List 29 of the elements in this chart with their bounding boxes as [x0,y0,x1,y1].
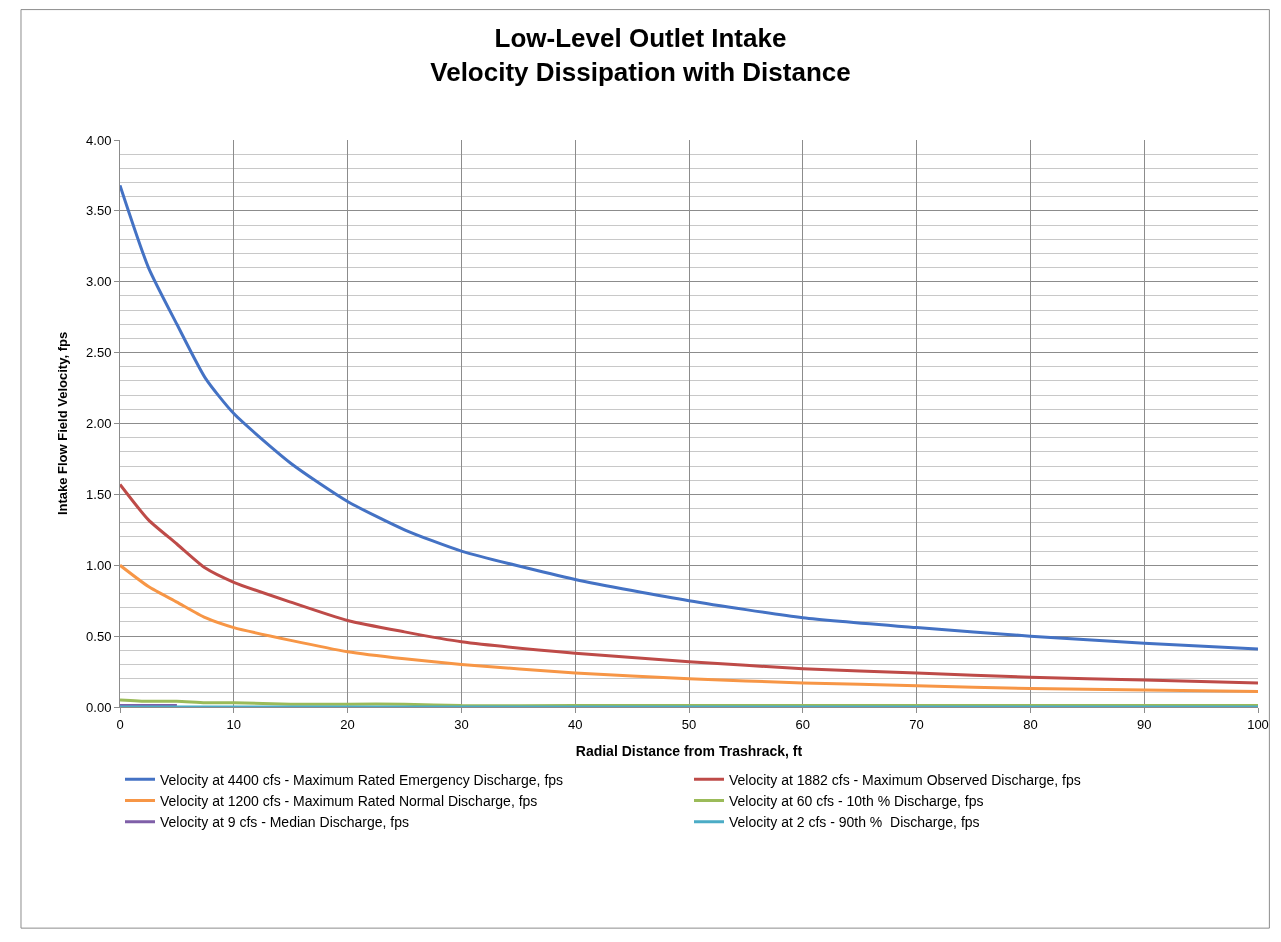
chart-title: Low-Level Outlet Intake Velocity Dissipation with Distance [430,23,851,87]
y-tick-label: 1.50 [86,486,112,502]
x-tick-label: 0 [116,716,124,732]
y-tick-label: 2.50 [86,345,112,361]
y-tick-label: 3.50 [86,203,112,219]
x-tick-label: 50 [681,716,697,732]
x-tick-label: 70 [909,716,924,732]
x-tick-label: 20 [340,716,355,732]
x-tick-label: 60 [795,716,811,732]
x-tick-label: 90 [1136,716,1152,732]
y-tick-label: 2.00 [86,416,112,432]
y-tick-label: 4.00 [86,132,112,148]
legend-label: Velocity at 60 cfs - 10th % Discharge, fps [729,792,984,809]
x-tick-label: 80 [1023,716,1038,732]
x-axis-title: Radial Distance from Trashrack, ft [575,742,803,759]
legend-label: Velocity at 2 cfs - 90th % Discharge, fps [729,814,980,831]
x-tick-label: 100 [1247,716,1269,732]
y-axis-title: Intake Flow Field Velocity, fps [55,331,71,516]
y-tick-label: 3.00 [86,274,112,290]
y-tick-label: 0.50 [86,628,112,644]
y-tick-label: 0.00 [86,699,112,715]
legend-label: Velocity at 9 cfs - Median Discharge, fps [160,814,409,831]
x-tick-label: 40 [567,716,583,732]
x-tick-label: 30 [454,716,469,732]
y-tick-label: 1.00 [86,557,112,573]
legend-label: Velocity at 4400 cfs - Maximum Rated Emergency Discharge, fps [160,771,564,788]
legend-label: Velocity at 1882 cfs - Maximum Observed Discharge, fps [729,771,1081,788]
x-tick-label: 10 [226,716,242,732]
legend-label: Velocity at 1200 cfs - Maximum Rated Normal Discharge, fps [160,792,538,809]
